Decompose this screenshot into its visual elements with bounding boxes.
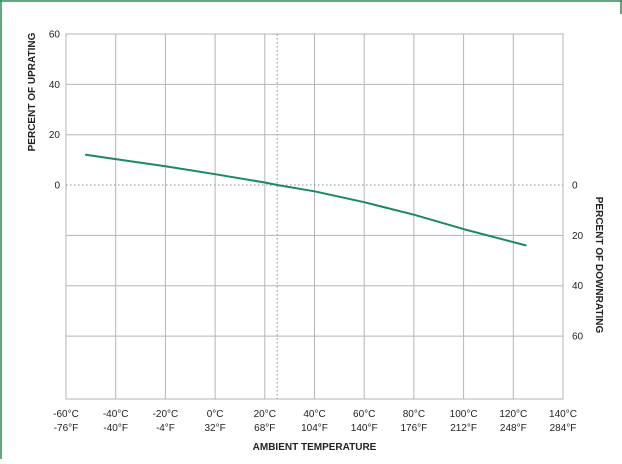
- x-tick-label-fahrenheit: 68°F: [254, 423, 275, 434]
- right-tick-label: 0: [572, 181, 578, 192]
- x-tick-label-fahrenheit: 140°F: [351, 423, 378, 434]
- x-tick-label-fahrenheit: -40°F: [103, 423, 128, 434]
- x-tick-label-fahrenheit: 212°F: [450, 423, 477, 434]
- left-tick-label: 40: [49, 80, 61, 91]
- x-tick-label-celsius: -40°C: [103, 409, 129, 420]
- right-tick-label: 20: [572, 231, 584, 242]
- x-tick-label-fahrenheit: 32°F: [204, 423, 225, 434]
- x-tick-label-fahrenheit: 104°F: [301, 423, 328, 434]
- x-tick-label-celsius: 100°C: [450, 409, 478, 420]
- x-tick-label-fahrenheit: 248°F: [500, 423, 527, 434]
- right-tick-labels: 0 20 40 60: [572, 181, 584, 343]
- series-line: [84, 153, 527, 247]
- y-axis-left-title: PERCENT OF UPRATING: [27, 32, 38, 151]
- x-tick-labels: -60°C -76°F -40°C -40°F -20°C -4°F 0°C 32°F 20°C…: [53, 409, 577, 434]
- x-tick-label-fahrenheit: 176°F: [401, 423, 428, 434]
- left-tick-label: 0: [54, 181, 60, 192]
- x-tick-label-fahrenheit: 284°F: [550, 423, 577, 434]
- x-tick-label-celsius: 60°C: [353, 409, 375, 420]
- left-tick-labels: 60 40 20 0: [49, 30, 61, 192]
- y-axis-right-title: PERCENT OF DOWNRATING: [593, 197, 604, 334]
- left-tick-label: 60: [49, 30, 61, 41]
- x-tick-label-celsius: 120°C: [499, 409, 527, 420]
- x-tick-label-celsius: 40°C: [303, 409, 325, 420]
- right-tick-label: 40: [572, 281, 584, 292]
- right-tick-label: 60: [572, 332, 584, 343]
- series-layer: [84, 153, 527, 247]
- reference-lines: [66, 34, 563, 399]
- x-tick-label-fahrenheit: -76°F: [54, 423, 79, 434]
- x-tick-label-celsius: -20°C: [153, 409, 179, 420]
- x-axis-title: AMBIENT TEMPERATURE: [253, 442, 377, 453]
- x-tick-label-fahrenheit: -4°F: [156, 423, 175, 434]
- x-tick-label-celsius: -60°C: [53, 409, 79, 420]
- x-tick-label-celsius: 80°C: [403, 409, 425, 420]
- x-tick-label-celsius: 20°C: [254, 409, 276, 420]
- x-tick-label-celsius: 0°C: [207, 409, 224, 420]
- left-tick-label: 20: [49, 130, 61, 141]
- grid-lines: [66, 33, 563, 399]
- x-tick-label-celsius: 140°C: [549, 409, 577, 420]
